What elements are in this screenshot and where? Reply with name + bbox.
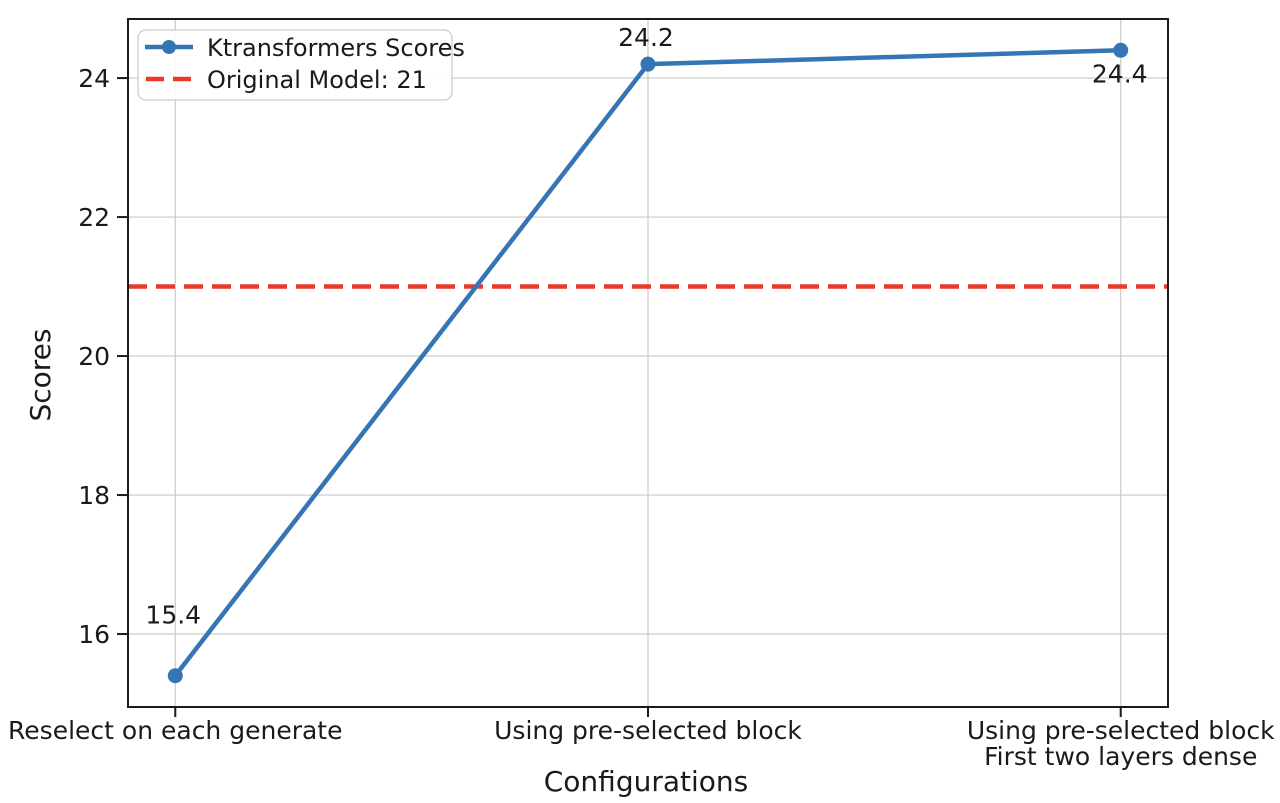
y-tick-label: 20 [78,342,110,371]
x-tick-label: Using pre-selected block [494,716,802,745]
data-point-label: 15.4 [145,601,201,630]
tick-marks [117,77,1122,717]
gridlines [128,19,1168,707]
data-point-label: 24.4 [1092,59,1148,88]
legend-box [137,29,453,101]
y-tick-label: 18 [78,481,110,510]
legend-series-marker-sample [162,40,176,54]
y-tick-label: 16 [78,620,110,649]
y-axis-title: Scores [24,328,57,421]
x-tick-label: Reselect on each generate [8,716,342,745]
legend-label-series: Ktransformers Scores [207,34,465,62]
legend-label-reference: Original Model: 21 [207,66,427,94]
y-tick-label: 24 [78,64,110,93]
data-point-marker [1113,42,1129,58]
data-point-marker [640,56,656,72]
data-point-label: 24.2 [618,23,674,52]
legend: Ktransformers Scores Original Model: 21 [137,29,465,101]
x-axis-title: Configurations [544,765,748,798]
y-tick-label: 22 [78,203,110,232]
data-point-marker [167,668,183,684]
x-tick-label: Using pre-selected block First two layers… [967,716,1275,771]
